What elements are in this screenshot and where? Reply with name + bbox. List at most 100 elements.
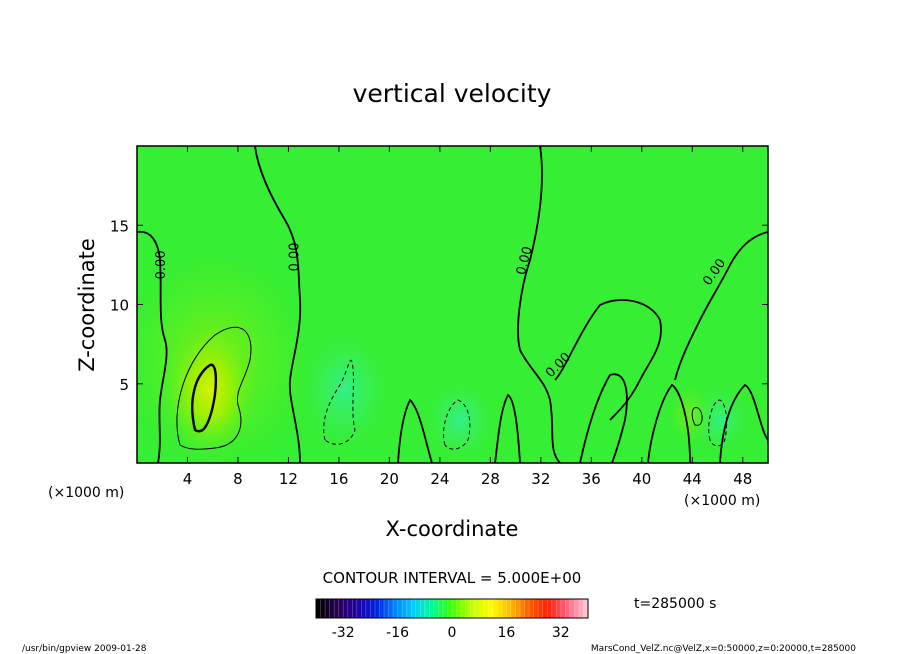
contour-label: 0.00 [288,242,303,271]
colorbar-cell [365,599,371,618]
contour-zero-2 [254,146,302,463]
colorbar-cell [542,599,548,618]
colorbar-cell [533,599,539,618]
colorbar-cell [447,599,453,618]
footer-left: /usr/bin/gpview 2009-01-28 [22,644,147,654]
contour-zero-7 [494,393,521,463]
colorbar-cell [506,599,512,618]
x-tick-label: 48 [733,470,752,488]
contour-zero-3 [517,146,561,463]
y-tick-label: 15 [110,217,129,235]
x-tick-label: 12 [279,470,298,488]
colorbar-cell [488,599,494,618]
colorbar-cell [402,599,408,618]
shade-down-2 [425,380,495,460]
contour-zero-5 [554,299,662,421]
colorbar-cell [456,599,462,618]
contour-neg-2 [443,399,471,450]
y-axis-label: Z-coordinate [75,238,99,372]
colorbar-cell [452,599,458,618]
colorbar-cell [352,599,358,618]
colorbar-cell [497,599,503,618]
colorbar-cell [510,599,516,618]
colorbar-cell [320,599,326,618]
colorbar-tick-label: 16 [497,625,515,641]
colorbar-cell [370,599,376,618]
colorbar-cell [515,599,521,618]
colorbar: -32 -16 0 16 32 [315,598,589,641]
colorbar-cell [551,599,557,618]
colorbar-cell [470,599,476,618]
y-tick-label: 10 [110,297,129,315]
contour-zero-6 [397,398,433,463]
shade-down-1 [300,330,390,450]
colorbar-cell [384,599,390,618]
colorbar-cell [424,599,430,618]
colorbar-cell [492,599,498,618]
shade-core-up [165,325,255,455]
colorbar-cell [560,599,566,618]
colorbar-cell [316,599,322,618]
shading-layer [137,250,750,463]
y-axis-ticks: 5 10 15 [110,217,768,394]
contour-label: 0.00 [154,250,169,279]
x-tick-label: 4 [183,470,193,488]
colorbar-cell [583,599,589,618]
y-tick-label: 5 [119,376,129,394]
colorbar-cell [374,599,380,618]
colorbar-cell [520,599,526,618]
colorbar-ticks: -32 -16 0 16 32 [332,625,570,641]
colorbar-cell [361,599,367,618]
colorbar-cell [347,599,353,618]
colorbar-cell [574,599,580,618]
footer-right: MarsCond_VelZ.nc@VelZ,x=0:50000,z=0:2000… [591,644,856,654]
colorbar-cell [565,599,571,618]
x-tick-label: 28 [481,470,500,488]
contour-pos10 [191,363,218,433]
colorbar-cell [415,599,421,618]
colorbar-cell [479,599,485,618]
contour-pos-right [691,406,703,426]
x-tick-label: 40 [632,470,651,488]
colorbar-cell [334,599,340,618]
contour-zero-8 [579,373,628,463]
time-label: t=285000 s [634,596,716,612]
contour-neg-3 [708,399,728,447]
colorbar-cell [429,599,435,618]
contour-layer [137,146,768,463]
colorbar-tick-label: -32 [332,625,355,641]
shade-up-right [668,385,712,445]
contour-zero-1 [137,230,168,463]
colorbar-cell [569,599,575,618]
colorbar-cell [388,599,394,618]
colorbar-cell [524,599,530,618]
colorbar-cell [356,599,362,618]
contour-label: 0.00 [514,245,536,277]
colorbar-frame [315,598,589,619]
contour-zero-9 [647,383,691,463]
colorbar-cell [397,599,403,618]
x-tick-label: 32 [531,470,550,488]
x-axis-label: X-coordinate [386,517,519,541]
chart-title: vertical velocity [353,79,552,108]
x-unit-left: (×1000 m) [48,485,124,501]
colorbar-cell [461,599,467,618]
x-tick-label: 16 [329,470,348,488]
x-tick-label: 36 [582,470,601,488]
colorbar-cell [329,599,335,618]
colorbar-cell [538,599,544,618]
colorbar-cell [411,599,417,618]
colorbar-cell [465,599,471,618]
x-tick-label: 8 [233,470,243,488]
colorbar-cell [501,599,507,618]
colorbar-cell [325,599,331,618]
colorbar-cell [474,599,480,618]
colorbar-tick-label: 0 [448,625,457,641]
contour-neg-1 [323,359,356,445]
x-unit-right: (×1000 m) [684,493,760,509]
contour-interval: CONTOUR INTERVAL = 5.000E+00 [323,569,582,587]
colorbar-cell [483,599,489,618]
contour-pos5 [176,326,252,450]
colorbar-cell [438,599,444,618]
